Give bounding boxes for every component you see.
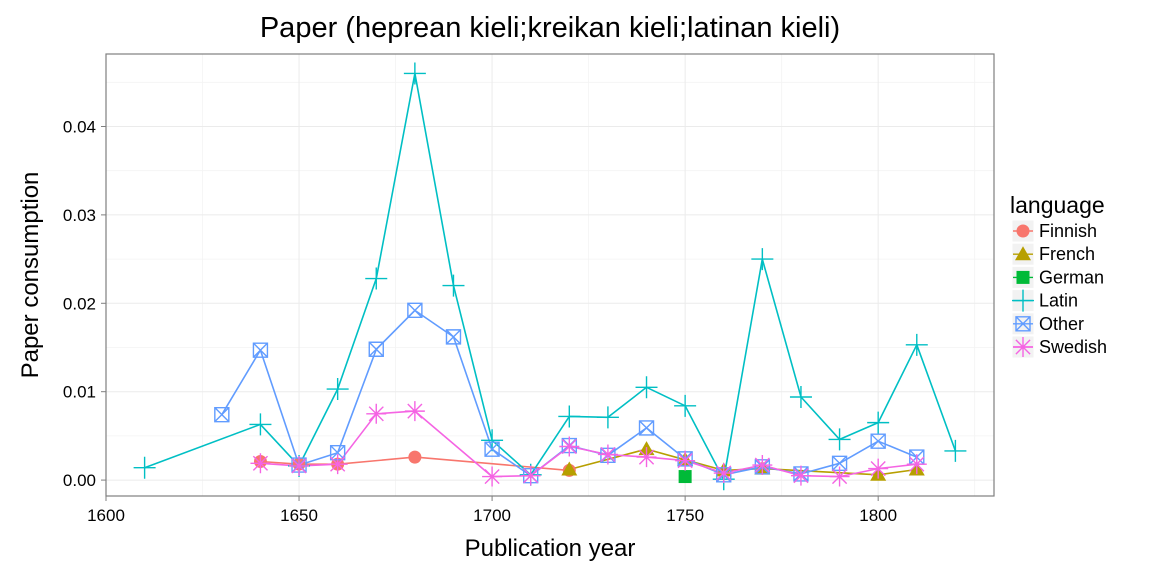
data-point-swedish: [289, 455, 310, 476]
legend-label-latin: Latin: [1039, 291, 1078, 311]
data-point-other: [445, 329, 462, 345]
data-point-swedish: [829, 466, 850, 487]
data-point-swedish: [366, 403, 387, 424]
data-point-swedish: [868, 458, 889, 479]
data-point-latin: [789, 385, 812, 408]
data-point-swedish: [327, 454, 348, 475]
data-point-swedish: [404, 401, 425, 422]
chart-title: Paper (heprean kieli;kreikan kieli;latin…: [260, 12, 840, 44]
data-point-swedish: [790, 465, 811, 486]
data-point-other: [252, 342, 269, 358]
data-point-other: [214, 406, 230, 423]
x-tick-label: 1800: [859, 506, 897, 525]
data-point-swedish: [482, 466, 503, 487]
legend-label-finnish: Finnish: [1039, 221, 1097, 241]
data-point-swedish: [636, 447, 657, 468]
y-tick-label: 0.04: [63, 117, 96, 136]
data-point-latin: [442, 274, 465, 297]
data-point-latin: [828, 428, 851, 451]
x-tick-label: 1600: [87, 506, 125, 525]
x-axis: 1600 1650 1700 1750 1800: [87, 496, 897, 525]
legend-title: language: [1010, 192, 1105, 218]
data-point-swedish: [250, 453, 271, 474]
data-point-french: [561, 461, 578, 476]
data-point-latin: [905, 333, 928, 356]
x-tick-label: 1750: [666, 506, 704, 525]
y-tick-label: 0.00: [63, 471, 96, 490]
y-tick-label: 0.03: [63, 206, 96, 225]
data-point-latin: [944, 439, 967, 462]
series-line-latin: [144, 72, 957, 481]
data-point-finnish: [408, 450, 422, 464]
data-point-swedish: [597, 444, 618, 465]
data-point-other: [484, 441, 500, 457]
data-point-latin: [635, 376, 658, 399]
data-point-swedish: [752, 455, 773, 476]
y-tick-label: 0.02: [63, 294, 96, 313]
legend-label-swedish: Swedish: [1039, 337, 1107, 357]
legend-label-other: Other: [1039, 314, 1084, 334]
series-markers: [133, 62, 967, 491]
legend: language Finnish French German Latin Other Sw…: [1010, 192, 1107, 359]
data-point-swedish: [906, 454, 927, 475]
data-point-german: [678, 470, 692, 484]
y-axis-title: Paper consumption: [17, 172, 44, 379]
data-point-other: [870, 433, 886, 449]
data-point-swedish: [675, 450, 696, 471]
plot-panel: [106, 54, 994, 496]
data-point-latin: [249, 413, 272, 436]
plot-border: [105, 53, 995, 497]
data-point-swedish: [713, 463, 734, 484]
data-point-latin: [558, 405, 581, 428]
data-point-latin: [596, 406, 619, 429]
data-point-latin: [326, 378, 349, 401]
data-point-swedish: [559, 436, 580, 457]
x-tick-label: 1700: [473, 506, 511, 525]
y-axis: 0.00 0.01 0.02 0.03 0.04: [63, 117, 106, 490]
y-tick-label: 0.01: [63, 383, 96, 402]
data-point-other: [329, 444, 346, 461]
legend-label-french: French: [1039, 244, 1095, 264]
data-point-latin: [365, 267, 388, 290]
data-point-other: [368, 341, 384, 357]
data-point-latin: [751, 248, 774, 271]
data-point-latin: [133, 456, 156, 479]
legend-label-german: German: [1039, 267, 1104, 287]
data-point-latin: [867, 411, 890, 434]
x-tick-label: 1650: [280, 506, 318, 525]
legend-marker-french: [1015, 246, 1031, 261]
data-point-other: [407, 302, 423, 319]
x-axis-title: Publication year: [465, 535, 636, 562]
data-point-swedish: [520, 465, 541, 486]
data-point-other: [638, 420, 655, 436]
data-point-latin: [674, 394, 697, 417]
data-point-latin: [403, 62, 426, 85]
data-point-latin: [481, 429, 504, 452]
